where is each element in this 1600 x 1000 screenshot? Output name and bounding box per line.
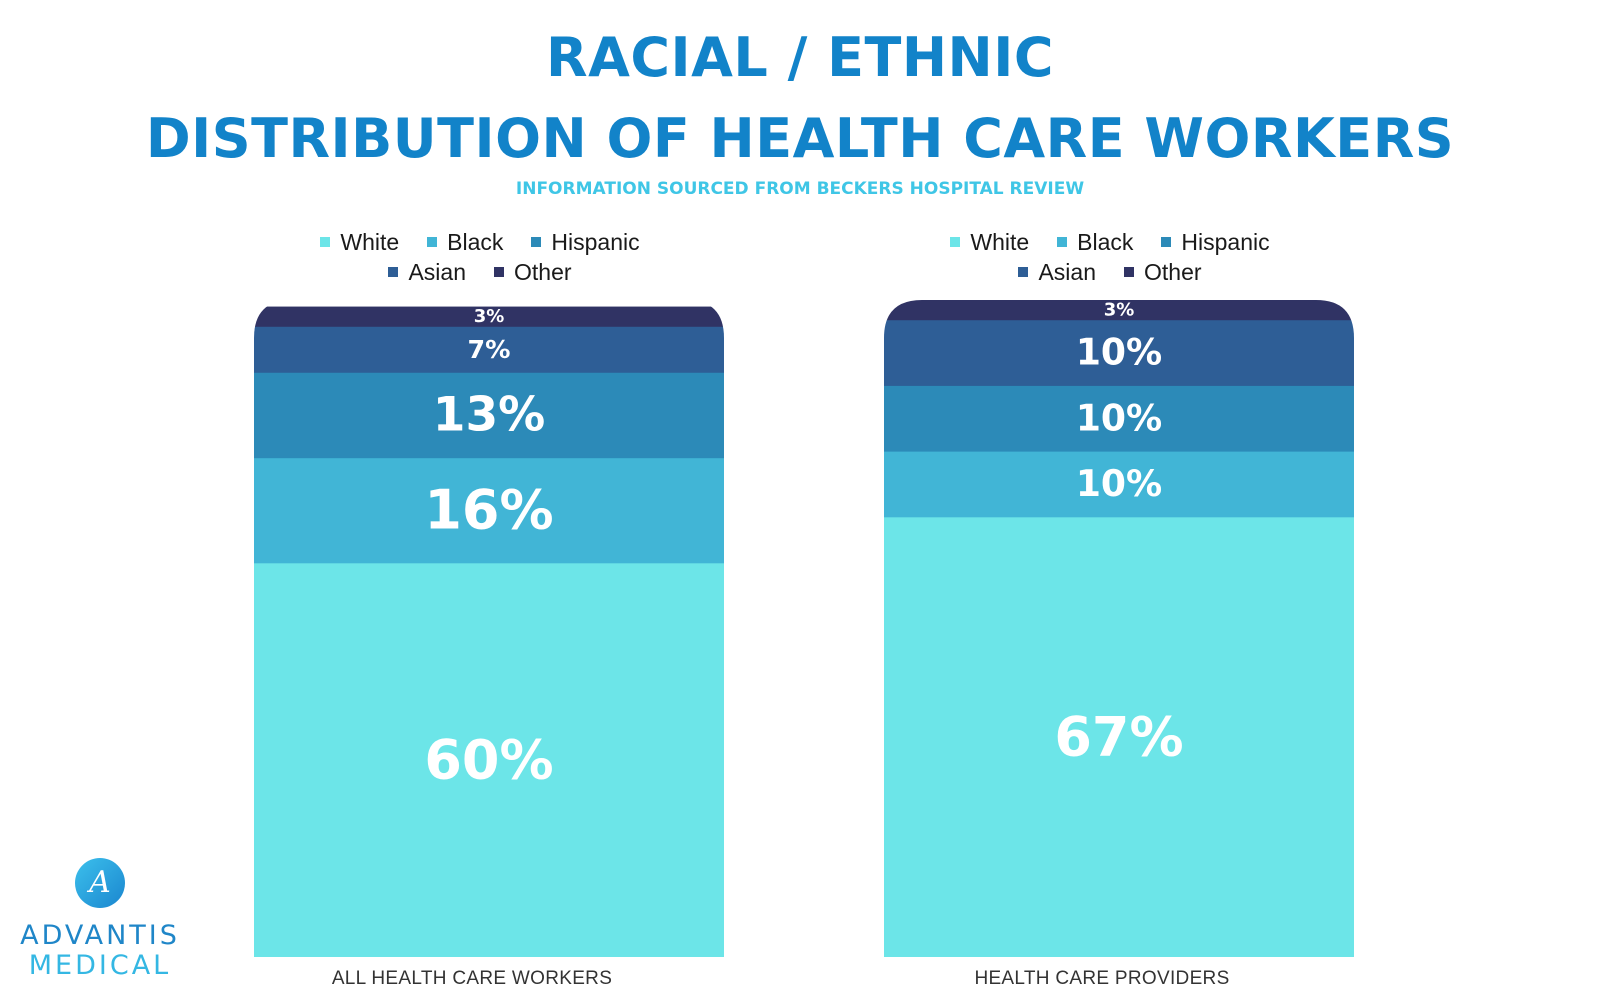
category-label-all-workers: ALL HEALTH CARE WORKERS (331, 968, 613, 989)
legend-item-hispanic: Hispanic (1161, 227, 1270, 257)
data-label-white: 60% (424, 728, 553, 791)
legend-item-other: Other (494, 257, 572, 287)
data-label-asian: 10% (1076, 332, 1162, 374)
data-label-hispanic: 13% (433, 387, 546, 442)
data-label-hispanic: 10% (1076, 397, 1162, 439)
data-label-black: 16% (424, 479, 553, 542)
legend-label-asian: Asian (1038, 259, 1096, 285)
legend-label-white: White (970, 229, 1030, 255)
legend-label-other: Other (1144, 259, 1202, 285)
legend-label-black: Black (447, 229, 504, 255)
bar-segment-white (254, 562, 724, 957)
logo-text-medical: MEDICAL (28, 950, 172, 981)
data-label-asian: 7% (468, 335, 511, 364)
legend-item-white: White (320, 227, 399, 257)
stacked-bar-providers: 67% 10% 10% 10% 3% (884, 299, 1354, 957)
legend-swatch-other (494, 267, 504, 277)
legend-swatch-asian (1018, 267, 1029, 277)
legend-label-black: Black (1077, 229, 1134, 255)
legend-item-black: Black (1057, 227, 1133, 257)
bar-segment-white (884, 516, 1354, 957)
legend-swatch-white (320, 237, 331, 247)
bar-segment-other (254, 306, 724, 327)
logo-badge-icon: A (75, 858, 125, 908)
bar-segment-other (884, 300, 1354, 321)
legend-label-hispanic: Hispanic (551, 229, 640, 255)
legend-label-other: Other (514, 259, 572, 285)
legend-item-hispanic: Hispanic (531, 227, 640, 257)
bar-segment-hispanic (254, 372, 724, 459)
bar-segment-asian (884, 319, 1354, 386)
legend-swatch-white (950, 237, 961, 247)
legend-swatch-hispanic (1161, 237, 1172, 247)
data-label-black: 10% (1076, 463, 1162, 505)
bar-segment-black (884, 451, 1354, 518)
legend-swatch-black (1057, 237, 1068, 247)
legend-item-asian: Asian (388, 257, 466, 287)
legend-swatch-hispanic (531, 237, 542, 247)
chart-subtitle: INFORMATION SOURCED FROM BECKERS HOSPITA… (515, 179, 1085, 199)
bar-segment-hispanic (884, 385, 1354, 452)
legend-item-other: Other (1124, 257, 1202, 287)
category-label-providers: HEALTH CARE PROVIDERS (974, 968, 1230, 989)
legend-right: White Black Hispanic Asian Other (830, 227, 1390, 287)
legend-swatch-other (1124, 267, 1134, 277)
legend-item-asian: Asian (1018, 257, 1096, 287)
legend-swatch-asian (388, 267, 399, 277)
stacked-bar-svg: 60% 16% 13% 7% 3% (254, 306, 724, 957)
chart-title-line1: RACIAL / ETHNIC (546, 26, 1054, 89)
legend-item-black: Black (427, 227, 503, 257)
data-label-white: 67% (1054, 705, 1183, 768)
chart-title-line2: DISTRIBUTION OF HEALTH CARE WORKERS (145, 107, 1455, 170)
legend-label-white: White (340, 229, 400, 255)
bar-segment-asian (254, 326, 724, 373)
advantis-medical-logo: A ADVANTIS MEDICAL (20, 858, 180, 983)
legend-label-hispanic: Hispanic (1181, 229, 1270, 255)
legend-left: White Black Hispanic Asian Other (200, 227, 760, 287)
legend-label-asian: Asian (408, 259, 466, 285)
bar-segment-black (254, 457, 724, 564)
legend-item-white: White (950, 227, 1029, 257)
stacked-bar-svg: 67% 10% 10% 10% 3% (884, 299, 1354, 957)
data-label-other: 3% (474, 306, 505, 327)
logo-text-advantis: ADVANTIS (20, 920, 180, 951)
stacked-bar-all-workers: 60% 16% 13% 7% 3% (254, 300, 724, 957)
legend-swatch-black (427, 237, 438, 247)
data-label-other: 3% (1104, 299, 1135, 320)
